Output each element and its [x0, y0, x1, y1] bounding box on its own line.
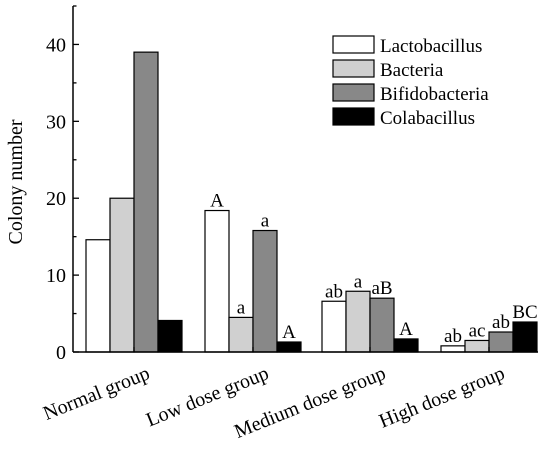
bar-lactobacillus-2 — [321, 300, 347, 353]
bar-label-colabacillus-2: A — [399, 319, 413, 340]
bar-bacteria-1 — [228, 316, 254, 353]
bar-label-bacteria-1: a — [237, 297, 246, 318]
bar-label-colabacillus-1: A — [282, 322, 296, 343]
legend: Lactobacillus Bacteria Bifidobacteria Colab… — [332, 35, 489, 129]
bar-colabacillus-2 — [393, 338, 419, 353]
legend-swatch-colabacillus — [332, 107, 375, 126]
legend-swatch-lactobacillus — [332, 35, 375, 54]
y-tick-label-20: 20 — [46, 188, 66, 210]
bar-label-bifidobacteria-3: ab — [492, 312, 510, 333]
bar-colabacillus-0 — [157, 319, 183, 353]
legend-label-lactobacillus: Lactobacillus — [380, 36, 482, 57]
bar-bifidobacteria-2 — [369, 297, 395, 353]
y-tick-label-0: 0 — [56, 342, 66, 364]
x-tick-label-0: Normal group — [40, 362, 153, 425]
y-tick-label-10: 10 — [46, 265, 66, 287]
bar-label-lactobacillus-1: A — [210, 191, 224, 212]
legend-label-bifidobacteria: Bifidobacteria — [380, 84, 489, 105]
bar-label-bifidobacteria-2: aB — [371, 278, 392, 299]
bar-lactobacillus-1 — [204, 209, 230, 353]
bar-bacteria-0 — [109, 197, 135, 353]
bar-lactobacillus-0 — [85, 239, 111, 353]
bar-label-bacteria-2: a — [354, 271, 363, 292]
legend-swatch-bifidobacteria — [332, 83, 375, 102]
bars-layer — [85, 51, 538, 353]
bar-bifidobacteria-3 — [488, 331, 514, 353]
bar-label-bifidobacteria-1: a — [261, 211, 270, 232]
bar-label-colabacillus-3: BC — [512, 302, 537, 323]
bar-label-bacteria-3: ac — [469, 320, 486, 341]
y-tick-label-30: 30 — [46, 111, 66, 133]
y-tick-label-40: 40 — [46, 34, 66, 56]
legend-label-bacteria: Bacteria — [380, 60, 444, 81]
bar-bacteria-3 — [464, 339, 490, 353]
bar-bifidobacteria-0 — [133, 51, 159, 353]
bar-bacteria-2 — [345, 290, 371, 353]
bar-colabacillus-1 — [276, 341, 302, 353]
y-axis-label: Colony number — [5, 119, 27, 244]
bar-label-lactobacillus-2: ab — [325, 281, 343, 302]
legend-label-colabacillus: Colabacillus — [380, 108, 475, 129]
bar-bifidobacteria-1 — [252, 229, 278, 353]
bar-label-lactobacillus-3: ab — [444, 326, 462, 347]
x-tick-label-3: High dose group — [376, 362, 508, 432]
bar-colabacillus-3 — [512, 321, 538, 353]
legend-swatch-bacteria — [332, 59, 375, 78]
